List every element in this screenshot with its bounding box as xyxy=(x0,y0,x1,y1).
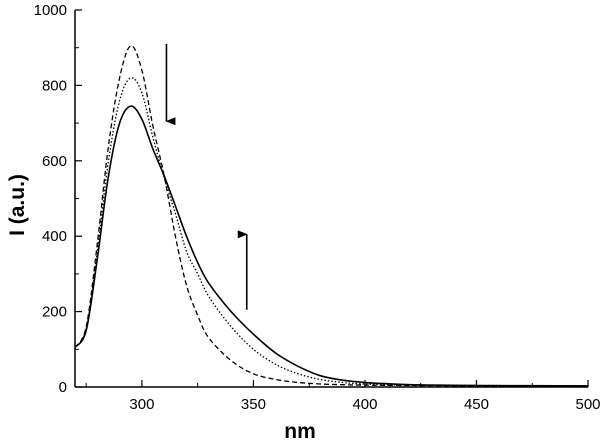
axes-frame xyxy=(74,10,588,388)
x-ticks: 300 350 400 450 500 xyxy=(85,380,601,413)
x-tick-label: 300 xyxy=(129,396,154,413)
y-ticks: 0 200 400 600 800 1000 xyxy=(34,2,82,396)
y-tick-label: 200 xyxy=(42,304,67,321)
x-tick-label: 450 xyxy=(464,396,489,413)
series-line-dotted xyxy=(74,77,589,387)
annotation-arrows xyxy=(165,43,248,310)
x-tick-label: 350 xyxy=(241,396,266,413)
x-tick-label: 500 xyxy=(575,396,600,413)
y-tick-label: 400 xyxy=(42,228,67,245)
x-axis-label: nm xyxy=(284,420,316,442)
series-line-solid xyxy=(74,105,589,387)
plot-lines xyxy=(74,45,589,387)
y-tick-label: 600 xyxy=(42,153,67,170)
x-tick-label: 400 xyxy=(352,396,377,413)
series-line-dashed xyxy=(74,45,588,387)
y-tick-label: 1000 xyxy=(34,2,67,19)
y-axis-label: I (a.u.) xyxy=(6,174,29,236)
y-tick-label: 0 xyxy=(59,379,67,396)
y-tick-label: 800 xyxy=(42,77,67,94)
